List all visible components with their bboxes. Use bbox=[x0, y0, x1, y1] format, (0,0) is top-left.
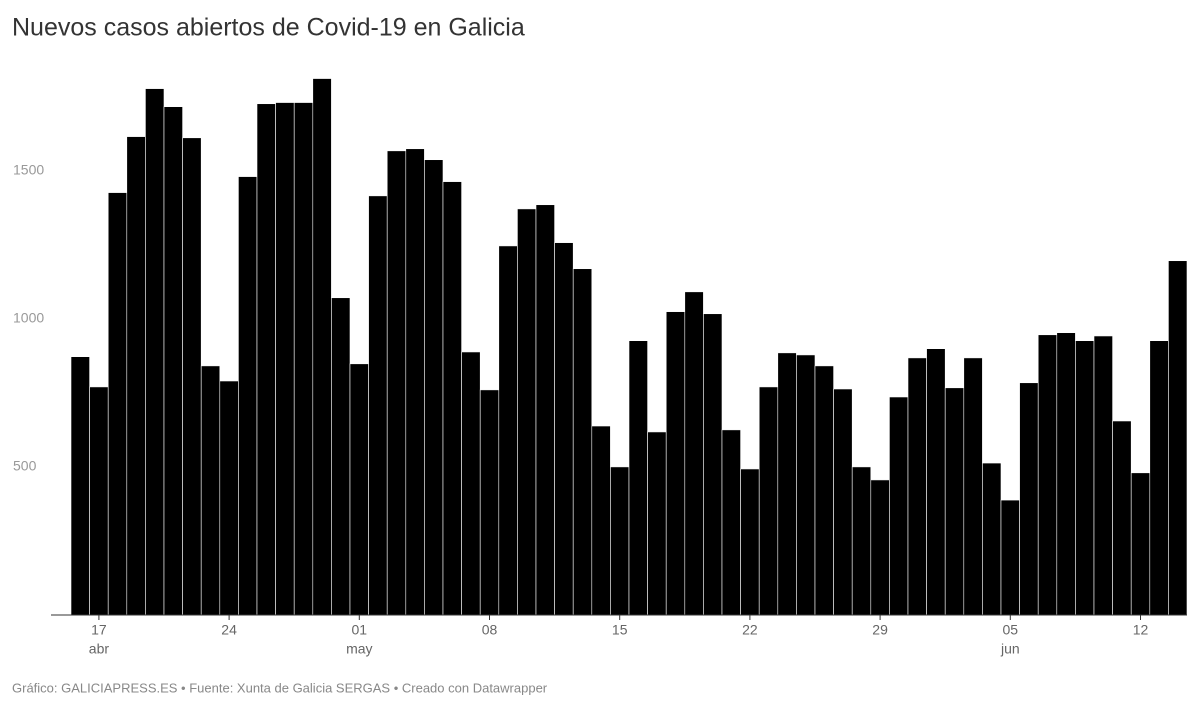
bar bbox=[182, 137, 202, 616]
bar bbox=[907, 357, 927, 616]
bar bbox=[703, 313, 723, 616]
bar bbox=[870, 479, 890, 616]
x-tick-label: 15 bbox=[612, 622, 628, 638]
bar bbox=[851, 466, 872, 616]
x-month-label: abr bbox=[89, 641, 110, 657]
bar bbox=[275, 102, 295, 616]
bar bbox=[200, 365, 221, 616]
bar bbox=[944, 387, 965, 616]
bar bbox=[238, 176, 258, 616]
bar bbox=[647, 431, 667, 616]
bar bbox=[89, 386, 109, 616]
y-tick-label: 500 bbox=[13, 458, 37, 474]
bar bbox=[293, 102, 314, 616]
chart-footer: Gráfico: GALICIAPRESS.ES • Fuente: Xunta… bbox=[12, 680, 548, 695]
x-tick-label: 01 bbox=[352, 622, 368, 638]
x-tick-label: 17 bbox=[91, 622, 107, 638]
bar bbox=[1037, 334, 1058, 616]
bar bbox=[721, 429, 741, 616]
bar bbox=[479, 389, 500, 616]
y-tick-label: 1000 bbox=[13, 309, 44, 325]
bar bbox=[1000, 499, 1020, 616]
bar bbox=[814, 365, 834, 616]
bar bbox=[461, 351, 481, 616]
bar bbox=[796, 354, 816, 616]
y-tick-label: 1500 bbox=[13, 161, 44, 177]
bar bbox=[777, 352, 797, 616]
x-month-label: may bbox=[346, 641, 372, 657]
bar bbox=[107, 192, 128, 616]
bar bbox=[833, 388, 853, 616]
bar bbox=[368, 195, 388, 616]
bar bbox=[442, 181, 462, 616]
bar bbox=[889, 396, 909, 616]
chart-title: Nuevos casos abiertos de Covid-19 en Gal… bbox=[12, 14, 525, 42]
bar bbox=[1149, 340, 1169, 616]
bar bbox=[628, 340, 648, 616]
bar bbox=[1112, 420, 1132, 616]
x-month-label: jun bbox=[1000, 641, 1020, 657]
bar bbox=[349, 363, 369, 616]
bar bbox=[1075, 340, 1095, 616]
bar bbox=[1168, 260, 1188, 616]
x-tick-label: 29 bbox=[872, 622, 888, 638]
bar bbox=[535, 204, 555, 616]
bar bbox=[312, 78, 332, 616]
x-tick-label: 08 bbox=[482, 622, 498, 638]
bar bbox=[498, 245, 518, 616]
bar bbox=[331, 297, 351, 616]
bar bbox=[982, 462, 1002, 616]
x-tick-label: 12 bbox=[1133, 622, 1149, 638]
x-tick-label: 05 bbox=[1003, 622, 1019, 638]
bar bbox=[740, 468, 760, 616]
bar bbox=[610, 466, 630, 616]
bar bbox=[219, 380, 239, 616]
bar bbox=[572, 268, 593, 616]
bar bbox=[517, 208, 537, 616]
bar bbox=[1056, 332, 1076, 616]
bar bbox=[386, 150, 407, 616]
bar bbox=[758, 386, 779, 616]
bar bbox=[163, 106, 183, 616]
bar bbox=[1093, 335, 1113, 616]
bar bbox=[126, 136, 146, 616]
x-tick-label: 24 bbox=[221, 622, 237, 638]
bar bbox=[1130, 472, 1151, 616]
bar bbox=[554, 242, 574, 616]
bar bbox=[424, 159, 444, 616]
bar bbox=[665, 311, 686, 616]
bar bbox=[591, 425, 611, 616]
bar bbox=[145, 88, 165, 616]
bar bbox=[256, 103, 276, 616]
bar bbox=[405, 148, 425, 616]
bar bbox=[70, 356, 90, 616]
bar bbox=[1019, 382, 1039, 616]
bar bbox=[684, 291, 704, 616]
x-tick-label: 22 bbox=[742, 622, 758, 638]
bar bbox=[926, 348, 946, 616]
bar bbox=[963, 357, 983, 616]
